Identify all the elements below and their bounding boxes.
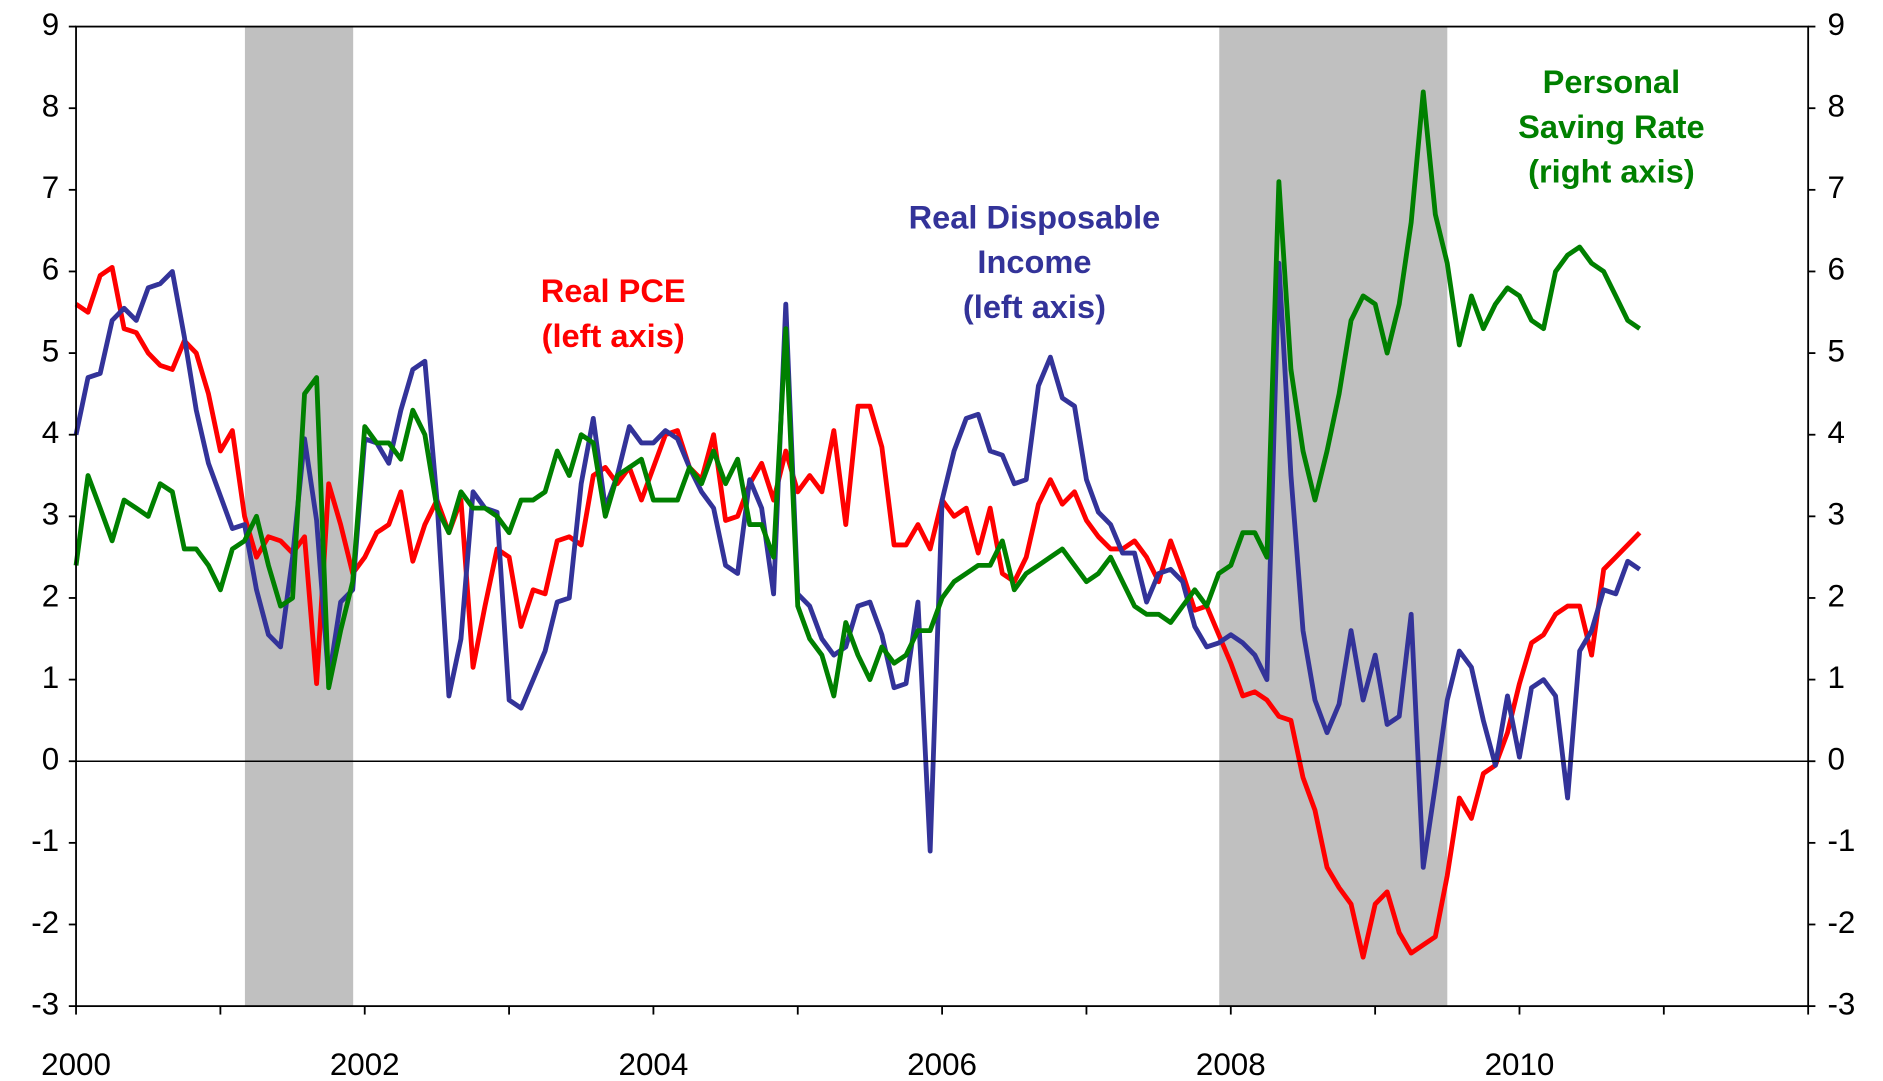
y-tick-label: 9 [42, 7, 59, 42]
y2-tick-label: 4 [1827, 415, 1844, 450]
series-annotation: (left axis) [542, 317, 685, 354]
y-tick-label: -1 [31, 823, 59, 858]
series-annotation: Real Disposable [909, 198, 1161, 235]
series-annotation: Income [977, 243, 1091, 280]
x-tick-label: 2010 [1485, 1047, 1555, 1081]
y2-tick-label: -3 [1827, 986, 1855, 1021]
x-tick-label: 2006 [907, 1047, 977, 1081]
y2-tick-label: 1 [1827, 660, 1844, 695]
y2-tick-label: 2 [1827, 578, 1844, 613]
x-tick-label: 2002 [330, 1047, 400, 1081]
y2-tick-label: 6 [1827, 252, 1844, 287]
y-tick-label: 1 [42, 660, 59, 695]
y2-tick-label: -1 [1827, 823, 1855, 858]
y2-tick-label: -2 [1827, 905, 1855, 940]
y2-tick-label: 3 [1827, 497, 1844, 532]
x-tick-label: 2004 [619, 1047, 689, 1081]
series-annotation: Saving Rate [1518, 108, 1705, 145]
y-tick-label: 8 [42, 88, 59, 123]
y2-tick-label: 8 [1827, 88, 1844, 123]
y2-tick-label: 9 [1827, 7, 1844, 42]
recession-shade [1219, 26, 1448, 1007]
axes-layer: -3 -2 -1 0 1 2 3 4 5 6 7 8 9 -3 -2 -1 0 1 2 3 4 5 6 7 8 9 2000 2002… [31, 7, 1855, 1081]
y2-tick-label: 0 [1827, 742, 1844, 777]
y-tick-label: 7 [42, 170, 59, 205]
series-annotation: Real PCE [541, 272, 686, 309]
shading-layer [244, 26, 1448, 1007]
y-tick-label: 2 [42, 578, 59, 613]
series-line [73, 89, 1642, 699]
y-tick-label: -3 [31, 986, 59, 1021]
y2-tick-label: 5 [1827, 333, 1844, 368]
x-tick-label: 2000 [41, 1047, 111, 1081]
y-tick-label: 4 [42, 415, 59, 450]
y2-tick-label: 7 [1827, 170, 1844, 205]
y-tick-label: 5 [42, 333, 59, 368]
y-tick-label: 3 [42, 497, 59, 532]
y-tick-label: -2 [31, 905, 59, 940]
y-tick-label: 6 [42, 252, 59, 287]
y-tick-label: 0 [42, 742, 59, 777]
series-annotation: (left axis) [963, 288, 1106, 325]
series-annotation: Personal [1543, 63, 1681, 100]
lines-layer [73, 89, 1642, 960]
series-line [73, 260, 1642, 870]
series-annotation: (right axis) [1528, 153, 1695, 190]
x-tick-label: 2008 [1196, 1047, 1266, 1081]
series-line [74, 264, 1642, 960]
